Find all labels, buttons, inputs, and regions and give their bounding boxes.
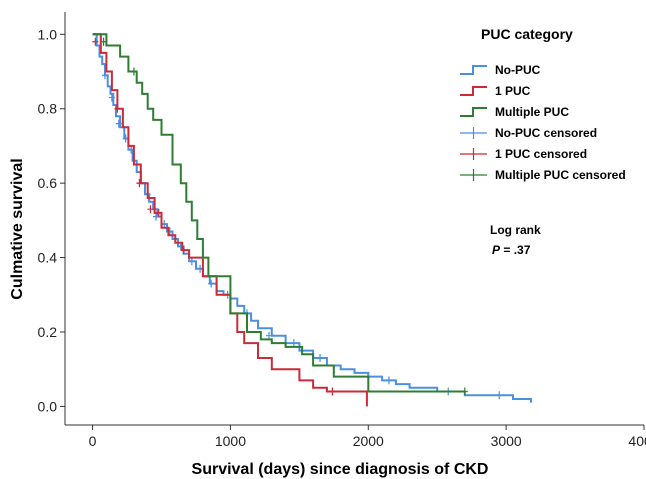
legend-censor-symbol <box>460 169 487 181</box>
x-tick-label: 0 <box>89 433 97 449</box>
censor-mark-one-puc <box>92 37 99 46</box>
y-tick-label: 1.0 <box>38 26 58 42</box>
censor-mark-multiple-puc <box>130 67 137 76</box>
censor-mark-no-puc <box>108 93 115 102</box>
legend-censor-symbol <box>460 148 487 160</box>
x-axis-title: Survival (days) since diagnosis of CKD <box>192 461 489 478</box>
censor-mark-multiple-puc <box>461 387 468 396</box>
series-line-one-puc <box>92 33 368 407</box>
censor-mark-no-puc <box>317 354 324 363</box>
censor-mark-one-puc <box>136 179 143 188</box>
legend: PUC category No-PUC 1 PUC Multiple PUC No-P… <box>460 26 626 182</box>
y-tick-label: 0.0 <box>38 398 58 414</box>
legend-line-symbol <box>460 65 487 75</box>
x-tick-label: 3000 <box>491 433 522 449</box>
legend-censor-symbol <box>460 127 487 139</box>
censor-mark-one-puc <box>114 104 121 113</box>
censor-mark-no-puc <box>188 257 195 266</box>
censor-mark-no-puc <box>496 391 503 400</box>
legend-line-symbol <box>460 107 487 117</box>
censor-mark-one-puc <box>329 387 336 396</box>
censor-mark-no-puc <box>290 339 297 348</box>
x-tick-label: 1000 <box>215 433 246 449</box>
x-tick-label: 2000 <box>353 433 384 449</box>
legend-entry-label: No-PUC censored <box>495 126 597 140</box>
legend-title: PUC category <box>481 26 573 42</box>
censor-mark-no-puc <box>115 119 122 128</box>
censor-mark-one-puc <box>155 208 162 217</box>
censor-mark-one-puc <box>180 246 187 255</box>
censor-mark-no-puc <box>385 376 392 385</box>
y-tick-label: 0.2 <box>38 324 58 340</box>
p-value: = .37 <box>500 243 531 257</box>
y-tick-label: 0.4 <box>38 250 58 266</box>
plot-area <box>92 33 532 407</box>
legend-entry-label: Multiple PUC censored <box>495 168 626 182</box>
censor-mark-one-puc <box>147 205 154 214</box>
axes <box>64 12 644 426</box>
p-symbol: P <box>492 243 501 257</box>
censor-mark-multiple-puc <box>100 37 107 46</box>
series-line-multiple-puc <box>92 33 465 393</box>
log-rank-annotation: Log rank P = .37 <box>490 223 541 257</box>
y-tick-label: 0.8 <box>38 101 58 117</box>
x-tick-label: 4000 <box>628 433 646 449</box>
censor-mark-no-puc <box>101 71 108 80</box>
y-axis-title: Culmative survival <box>9 158 26 299</box>
censor-mark-no-puc <box>152 212 159 221</box>
log-rank-label: Log rank <box>490 223 541 237</box>
legend-entry-label: Multiple PUC <box>495 105 569 119</box>
p-value-label: P = .37 <box>492 243 531 257</box>
ticks: 0 1000 2000 3000 4000 0.0 0.2 0.4 0.6 0.8 1.0 <box>38 26 646 449</box>
legend-line-symbol <box>460 86 487 96</box>
series-line-no-puc <box>92 33 532 403</box>
censor-mark-no-puc <box>266 331 273 340</box>
legend-entry-label: 1 PUC censored <box>495 147 587 161</box>
legend-entry-label: 1 PUC <box>495 84 531 98</box>
censor-mark-no-puc <box>208 279 215 288</box>
legend-entry-label: No-PUC <box>495 63 541 77</box>
y-tick-label: 0.6 <box>38 175 58 191</box>
